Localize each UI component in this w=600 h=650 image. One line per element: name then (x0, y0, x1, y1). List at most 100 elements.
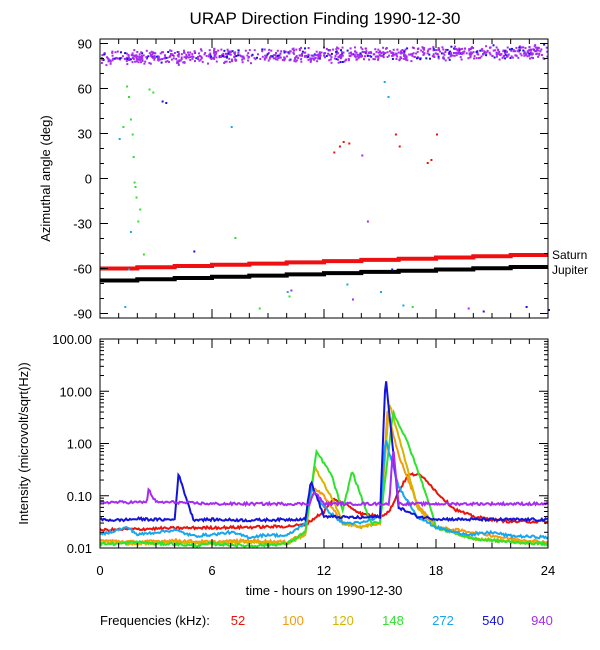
band-point (415, 52, 418, 55)
band-point (502, 55, 505, 58)
band-point (459, 48, 462, 51)
band-point (509, 57, 512, 59)
band-point (526, 55, 529, 58)
band-point (392, 54, 395, 57)
band-point (154, 52, 157, 55)
band-point (335, 48, 338, 51)
azimuth-point (137, 220, 140, 223)
band-point (405, 58, 407, 61)
band-point (140, 51, 143, 54)
band-point (283, 51, 286, 54)
band-point (107, 58, 110, 61)
band-point (313, 53, 316, 56)
band-point (223, 49, 226, 52)
azimuth-point (548, 309, 550, 311)
band-point (292, 51, 295, 54)
band-point (177, 63, 180, 66)
band-point (377, 58, 379, 61)
band-point (352, 53, 355, 56)
band-point (347, 58, 350, 60)
band-point (336, 52, 339, 55)
intensity-plot-area (100, 381, 548, 548)
band-point (223, 62, 226, 64)
band-point (442, 52, 445, 55)
band-point (340, 56, 343, 59)
band-point (208, 49, 211, 52)
band-point (125, 52, 128, 55)
band-point (164, 60, 167, 63)
azimuth-point (230, 126, 233, 128)
band-point (406, 47, 409, 50)
band-point (183, 56, 186, 59)
band-point (492, 49, 495, 52)
band-point (317, 56, 320, 59)
band-point (340, 49, 342, 52)
band-point (333, 57, 336, 60)
azimuth-point (118, 138, 121, 140)
band-point (433, 56, 436, 58)
band-point (205, 55, 208, 57)
band-point (217, 49, 220, 52)
band-point (195, 57, 198, 60)
band-point (537, 49, 540, 52)
band-point (412, 47, 415, 49)
azimuth-point (122, 126, 125, 128)
band-point (472, 51, 475, 54)
band-point (406, 59, 409, 62)
band-point (523, 52, 525, 55)
band-point (211, 57, 214, 60)
band-point (428, 53, 431, 56)
band-point (298, 54, 301, 57)
band-point (455, 48, 458, 51)
band-point (399, 52, 402, 55)
azimuth-point (128, 96, 130, 98)
azimuth-point (193, 250, 196, 253)
band-point (533, 45, 536, 48)
band-point (271, 55, 274, 58)
band-point (235, 55, 238, 57)
band-point (421, 46, 424, 49)
band-point (312, 57, 315, 60)
band-point (360, 55, 363, 58)
band-point (354, 50, 357, 53)
band-point (167, 51, 170, 53)
band-point (189, 59, 192, 61)
band-point (293, 59, 296, 62)
band-point (284, 50, 287, 53)
band-point (233, 55, 236, 58)
band-point (183, 61, 186, 64)
azimuth-point (129, 231, 132, 233)
band-point (426, 52, 429, 55)
band-point (330, 61, 333, 64)
band-point (183, 51, 185, 54)
band-point (405, 56, 408, 59)
band-point (439, 50, 442, 53)
band-point (467, 57, 470, 60)
band-point (376, 55, 379, 58)
band-point (137, 61, 140, 64)
band-point (512, 49, 515, 52)
band-point (475, 51, 478, 53)
band-point (300, 60, 303, 63)
band-point (179, 59, 182, 62)
band-point (125, 56, 128, 59)
band-point (539, 50, 542, 53)
band-point (427, 48, 430, 51)
band-point (131, 52, 134, 55)
band-point (533, 49, 535, 52)
band-point (528, 54, 531, 57)
band-point (495, 52, 498, 55)
band-point (403, 54, 405, 57)
azimuth-plot-area (100, 43, 550, 313)
band-point (429, 47, 432, 50)
band-point (377, 51, 380, 54)
band-point (500, 53, 503, 56)
band-point (103, 53, 106, 56)
band-point (475, 57, 478, 60)
band-point (411, 53, 414, 56)
band-point (191, 57, 194, 60)
band-point (453, 47, 456, 50)
band-point (329, 58, 332, 61)
band-point (451, 54, 454, 57)
band-point (253, 49, 256, 52)
